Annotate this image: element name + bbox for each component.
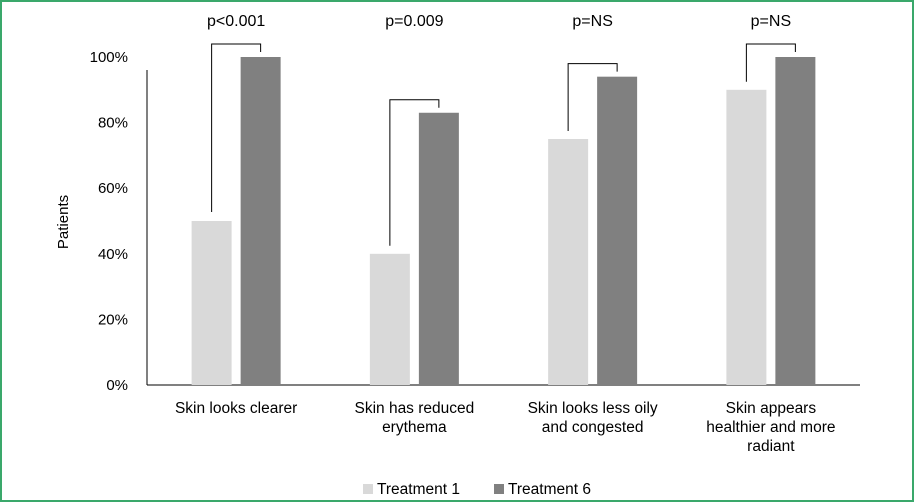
legend-entry: Treatment 1 — [377, 481, 460, 498]
legend-swatch — [363, 484, 373, 494]
category-label-line: Skin looks less oily — [528, 400, 658, 417]
y-tick-label: 100% — [90, 49, 128, 66]
bars — [191, 57, 816, 386]
significance-bracket — [389, 99, 440, 246]
legend: Treatment 1 Treatment 6 — [363, 481, 591, 498]
p-value-label: p=NS — [751, 13, 791, 30]
y-axis-label: Patients — [55, 195, 72, 249]
y-tick-label: 60% — [98, 180, 128, 197]
category-label: Skin looks less oily and congested — [528, 400, 658, 436]
significance-brackets — [211, 43, 796, 246]
p-value-labels: p<0.001 p=0.009 p=NS p=NS — [207, 13, 791, 30]
category-label: Skin appears healthier and more radiant — [706, 400, 835, 455]
p-value-label: p=NS — [572, 13, 612, 30]
category-label-line: Skin has reduced — [354, 400, 474, 417]
category-label-line: radiant — [747, 438, 795, 455]
category-label-line: erythema — [382, 419, 447, 436]
category-label-line: Skin appears — [726, 400, 817, 417]
significance-bracket — [211, 43, 262, 212]
p-value-label: p=0.009 — [385, 13, 443, 30]
bar-treatment-6 — [418, 112, 459, 385]
bar-treatment-1 — [548, 139, 589, 385]
legend-entry: Treatment 6 — [508, 481, 591, 498]
category-label: Skin has reduced erythema — [354, 400, 474, 436]
bar-treatment-1 — [369, 253, 410, 385]
y-tick-label: 40% — [98, 246, 128, 263]
y-tick-label: 0% — [106, 377, 128, 394]
bar-treatment-6 — [240, 57, 281, 385]
y-tick-label: 80% — [98, 115, 128, 132]
y-tick-label: 20% — [98, 311, 128, 328]
category-label-line: and congested — [542, 419, 644, 436]
bar-treatment-1 — [726, 89, 767, 386]
significance-bracket — [745, 43, 796, 82]
p-value-label: p<0.001 — [207, 13, 265, 30]
significance-bracket — [567, 63, 618, 131]
bar-treatment-6 — [597, 76, 638, 386]
category-label-line: Skin looks clearer — [175, 400, 297, 417]
category-label: Skin looks clearer — [175, 400, 297, 417]
y-tick-labels: 0% 20% 40% 60% 80% 100% — [90, 49, 128, 394]
category-labels: Skin looks clearer Skin has reduced erythe… — [175, 400, 836, 455]
category-label-line: healthier and more — [706, 419, 835, 436]
bar-treatment-1 — [191, 221, 232, 385]
bar-treatment-6 — [775, 57, 816, 385]
legend-swatch — [494, 484, 504, 494]
